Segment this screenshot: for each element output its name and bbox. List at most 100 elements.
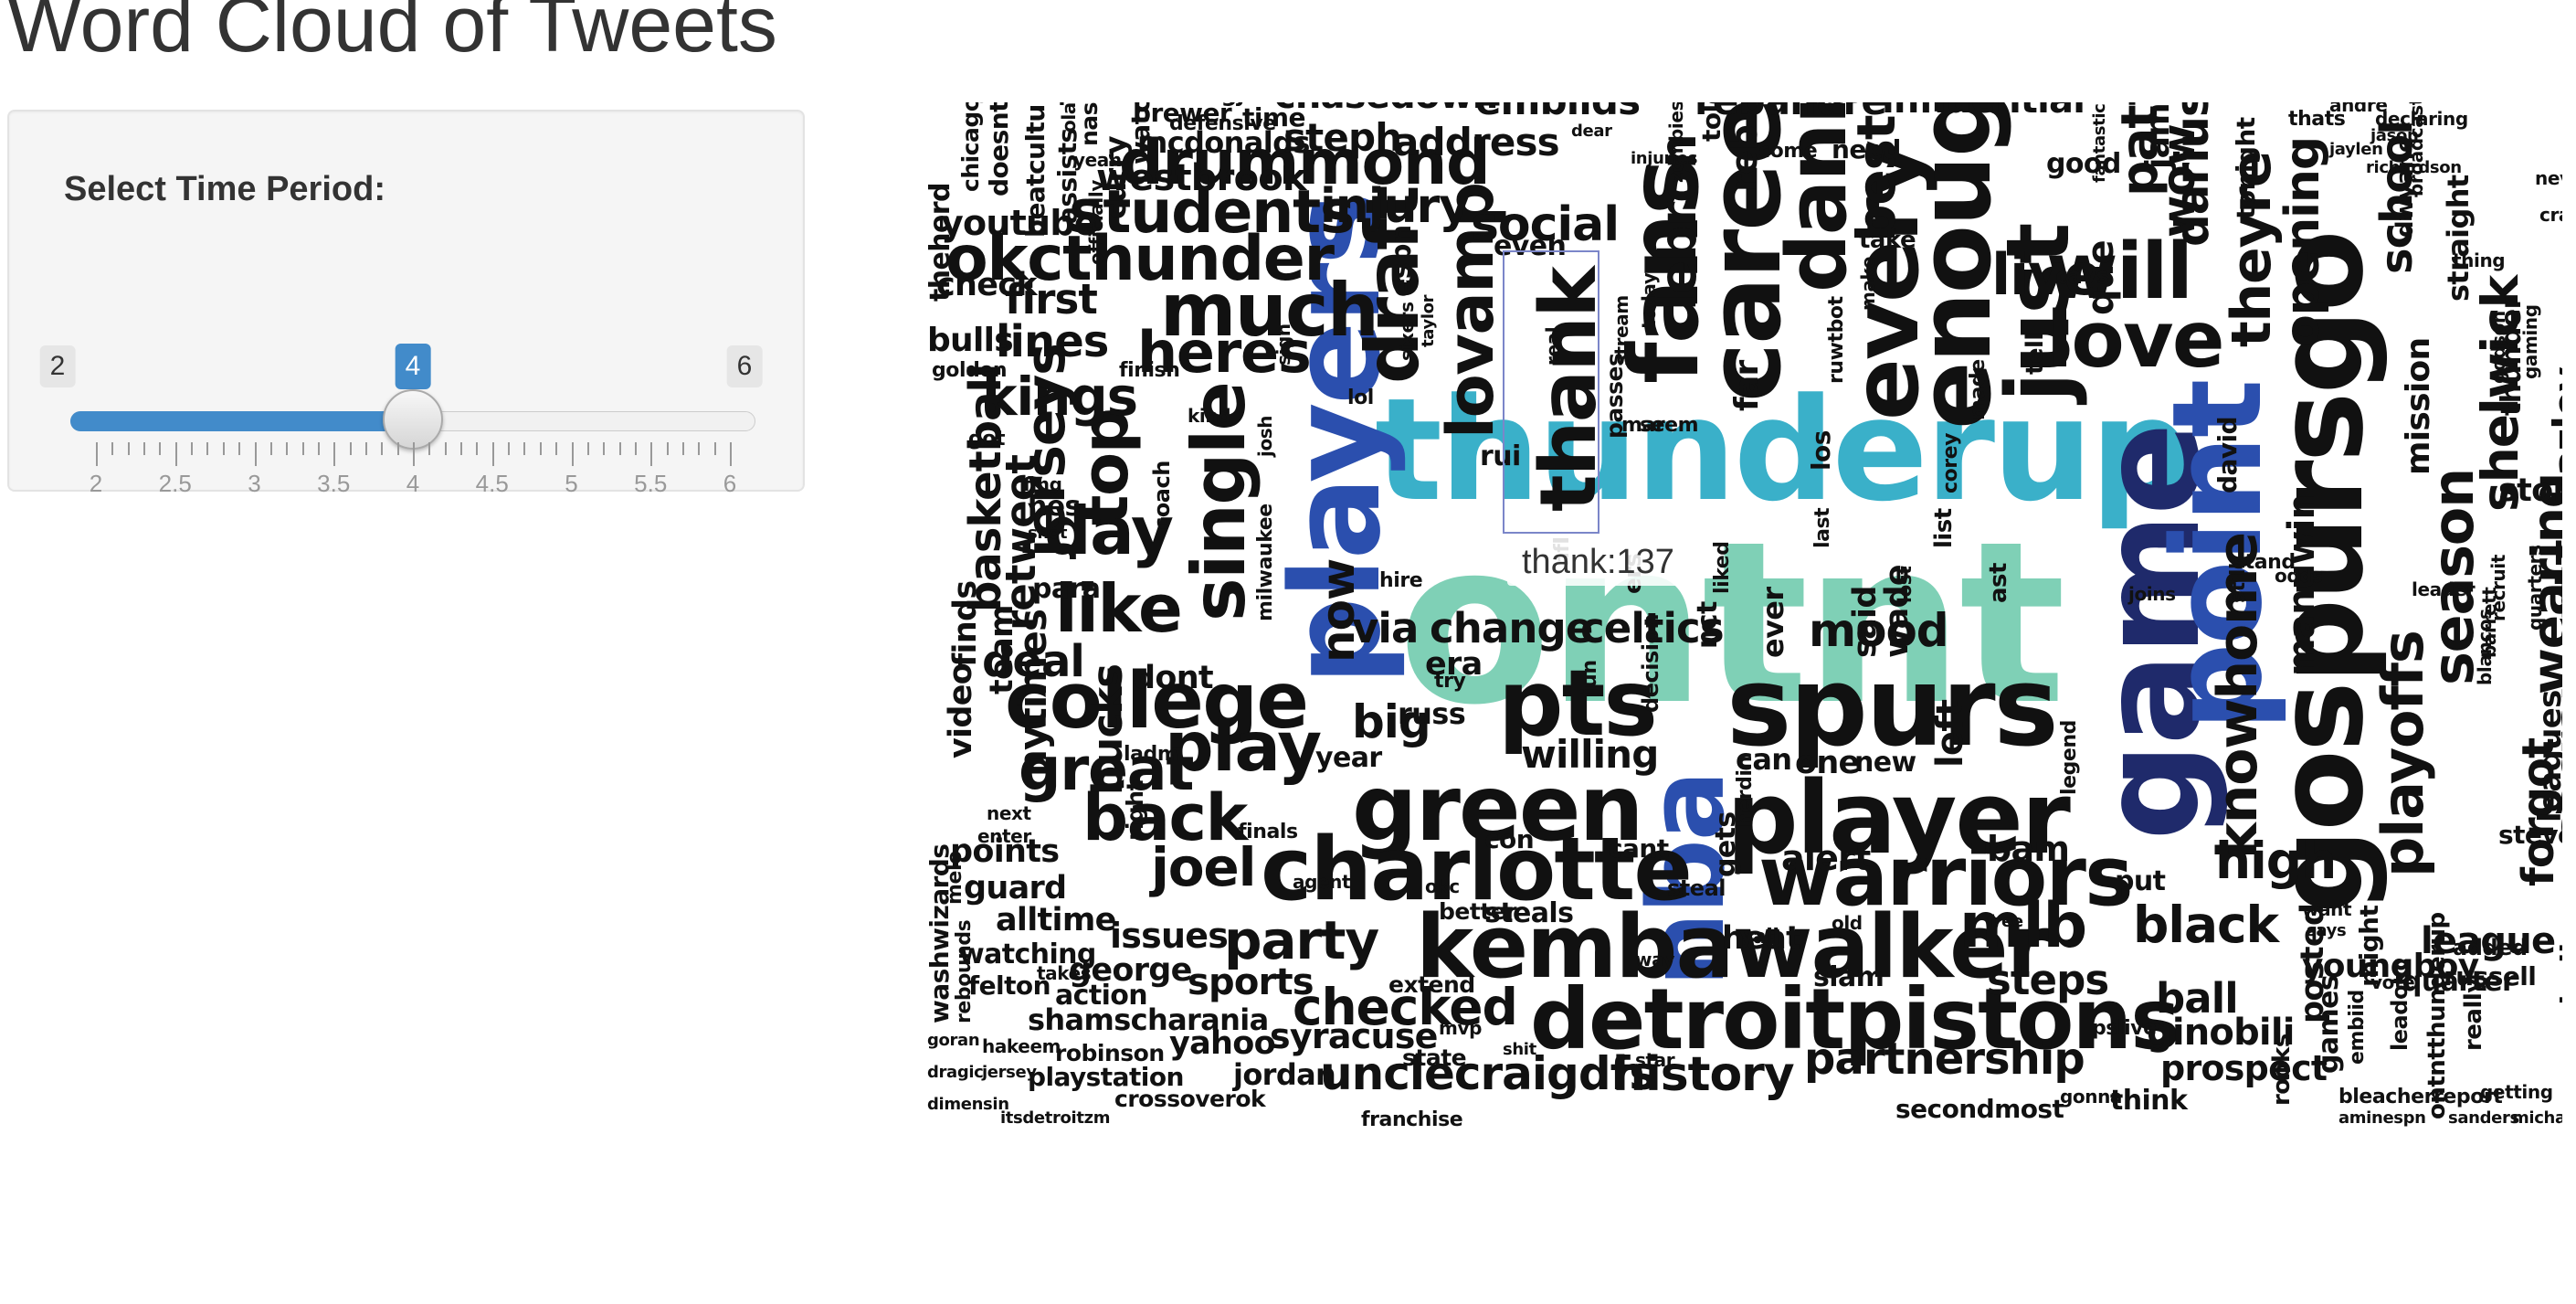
cloud-word[interactable]: high (2215, 832, 2337, 890)
cloud-word[interactable]: much (1160, 268, 1379, 353)
cloud-word[interactable]: extend (1388, 971, 1475, 998)
cloud-word[interactable]: chicagobulls (957, 102, 984, 192)
cloud-word[interactable]: ast (1985, 563, 2012, 603)
cloud-word[interactable]: declaring (2375, 108, 2468, 130)
cloud-word[interactable]: shot (1028, 524, 1068, 543)
cloud-word[interactable]: can (1736, 742, 1792, 777)
cloud-word[interactable]: alltime (996, 902, 1116, 938)
cloud-word[interactable]: first (1005, 275, 1098, 323)
cloud-word[interactable]: left (1929, 699, 1971, 768)
cloud-word[interactable]: hes (1028, 491, 1081, 523)
cloud-word[interactable]: ginobili (2147, 1012, 2295, 1054)
cloud-word[interactable]: chasedown (1274, 102, 1498, 114)
cloud-word[interactable]: year (1315, 742, 1382, 774)
cloud-word[interactable]: ppg (1827, 102, 1862, 103)
cloud-word[interactable]: mood (1809, 604, 1949, 657)
cloud-word[interactable]: inquinnwetrust (1028, 102, 1210, 104)
cloud-word[interactable]: lines (996, 316, 1109, 367)
cloud-word[interactable]: decision (1638, 613, 1663, 713)
cloud-word[interactable]: bucks (1083, 663, 1132, 795)
word-cloud[interactable]: ontnt thunderup players game point nba gospurs… (891, 102, 2562, 1226)
cloud-word[interactable]: jaylen (2329, 140, 2383, 159)
cloud-word[interactable]: pts (1498, 650, 1658, 757)
cloud-word[interactable]: unclecraigdfs (1320, 1047, 1656, 1100)
cloud-word[interactable]: corey (1939, 432, 1962, 493)
cloud-word[interactable]: twitter (927, 102, 996, 105)
slider-handle[interactable] (383, 389, 443, 450)
cloud-word[interactable]: spurs (1726, 644, 2059, 771)
cloud-word[interactable]: vote (2370, 971, 2415, 993)
cloud-word[interactable]: love (2046, 295, 2224, 386)
cloud-word[interactable]: dear (1571, 122, 1612, 141)
cloud-word[interactable]: video (943, 663, 979, 758)
cloud-word[interactable]: taylor (1419, 294, 1438, 347)
cloud-word[interactable]: rebandre (1694, 102, 1887, 121)
cloud-word[interactable]: today (1638, 272, 1660, 329)
cloud-word[interactable]: david (2212, 416, 2243, 493)
cloud-word[interactable]: stand (2233, 551, 2296, 574)
cloud-word[interactable]: straight (2441, 175, 2476, 302)
cloud-word[interactable]: charlotte (1261, 820, 1693, 920)
cloud-word[interactable]: yall (1740, 926, 1779, 949)
cloud-word[interactable]: gonna (2060, 1086, 2123, 1108)
cloud-word[interactable]: last (1811, 507, 1834, 548)
cloud-word[interactable]: think (2110, 1085, 2188, 1117)
cloud-word[interactable]: like (1055, 570, 1183, 647)
cloud-word[interactable]: felton (968, 970, 1051, 1001)
cloud-word[interactable]: added (2453, 935, 2528, 960)
cloud-word[interactable]: defensive (1169, 112, 1276, 135)
cloud-word[interactable]: westbrook (1096, 157, 1307, 199)
cloud-word[interactable]: time (1242, 102, 1305, 133)
cloud-word[interactable]: big (1352, 695, 1431, 748)
cloud-word[interactable]: era (1425, 646, 1483, 683)
cloud-word[interactable]: cant (1608, 833, 1669, 864)
cloud-word[interactable]: jun (1578, 660, 1601, 694)
cloud-word[interactable]: put (2115, 865, 2166, 897)
cloud-word[interactable]: injuries (1631, 149, 1698, 168)
cloud-word[interactable]: games (2313, 974, 2345, 1074)
cloud-word[interactable]: takes (1037, 962, 1092, 984)
cloud-word[interactable]: rui (1480, 440, 1521, 472)
cloud-word[interactable]: sign (1272, 323, 1294, 366)
cloud-word[interactable]: heres (1137, 319, 1312, 386)
cloud-word[interactable]: points (950, 833, 1060, 870)
cloud-word[interactable]: quarters (2524, 545, 2546, 631)
cloud-word[interactable]: social (1471, 197, 1620, 252)
cloud-word[interactable]: syracuse (1270, 1016, 1438, 1056)
cloud-word[interactable]: via (1352, 604, 1419, 652)
cloud-word[interactable]: checked (1293, 978, 1518, 1036)
cloud-word[interactable]: opening (2275, 136, 2330, 347)
cloud-word[interactable]: now (1312, 558, 1365, 663)
cloud-word[interactable]: prospect (2160, 1048, 2328, 1088)
cloud-word[interactable]: finals (1238, 821, 1298, 843)
cloud-word[interactable]: steps (1987, 956, 2109, 1004)
cloud-word[interactable]: make (1857, 256, 1879, 311)
cloud-word[interactable]: right (1122, 779, 1148, 841)
cloud-word[interactable]: mar (1621, 414, 1665, 437)
cloud-word[interactable]: golden (932, 359, 1008, 382)
cloud-word[interactable]: officially (1085, 180, 1107, 265)
cloud-word[interactable]: joel (1151, 836, 1256, 898)
cloud-word[interactable]: said (1847, 586, 1884, 658)
cloud-word[interactable]: stream (1610, 295, 1632, 366)
cloud-word[interactable]: come (1758, 140, 1818, 163)
cloud-word[interactable]: yahoo (1169, 1025, 1276, 1062)
cloud-word[interactable]: celtics (1580, 604, 1725, 652)
time-period-slider[interactable]: 2 6 4 2 2.5 3 3.5 4 4.5 5 5.5 6 (39, 230, 763, 497)
cloud-word[interactable]: sanders (2448, 1108, 2519, 1128)
cloud-word[interactable]: state (1402, 1044, 1467, 1071)
cloud-word[interactable]: detroitpistons (1530, 970, 2180, 1068)
cloud-word[interactable]: jersey (982, 1063, 1037, 1082)
cloud-word[interactable]: quarter (2402, 966, 2516, 998)
cloud-word[interactable]: franchise (1361, 1108, 1463, 1131)
cloud-word[interactable]: students (1069, 178, 1356, 247)
cloud-word[interactable]: old (1832, 912, 1863, 934)
cloud-word[interactable]: partnership (1804, 1034, 2085, 1085)
cloud-word[interactable]: mission (2400, 337, 2437, 475)
cloud-word[interactable]: lost (1894, 566, 1916, 603)
cloud-word[interactable]: jason (2370, 126, 2419, 145)
cloud-word[interactable]: will (2046, 227, 2193, 317)
cloud-word[interactable]: fantastic (2090, 103, 2109, 183)
cloud-word[interactable]: finds (947, 580, 984, 667)
cloud-word[interactable]: barrett (2478, 587, 2500, 658)
